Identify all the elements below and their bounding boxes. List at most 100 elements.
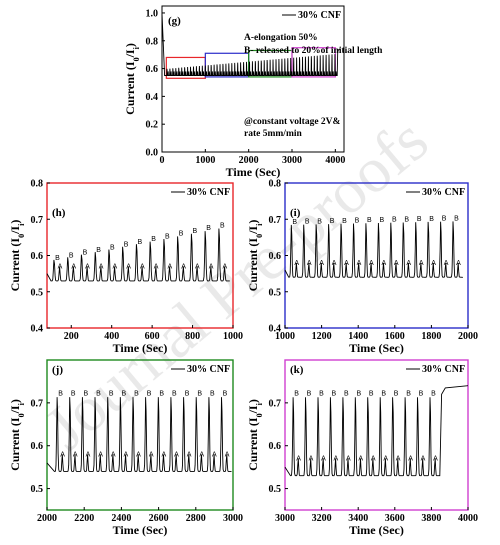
x-tick-label: 1400	[348, 331, 368, 342]
peak-marker-a: A	[357, 260, 362, 267]
peak-marker-b: B	[58, 390, 63, 397]
peak-marker-a: A	[296, 456, 301, 463]
peak-marker-a: A	[187, 451, 192, 458]
x-tick-label: 2000	[37, 513, 57, 524]
peak-marker-b: B	[138, 239, 143, 246]
peak-marker-b: B	[83, 250, 88, 257]
peak-marker-a: A	[60, 451, 65, 458]
peak-marker-b: B	[344, 390, 349, 397]
peak-marker-b: B	[165, 233, 170, 240]
peak-marker-a: A	[307, 260, 312, 267]
x-tick-label: 4000	[325, 155, 345, 166]
peak-marker-a: A	[140, 263, 145, 270]
peak-marker-b: B	[381, 390, 386, 397]
peak-marker-a: A	[383, 456, 388, 463]
peak-marker-a: A	[195, 263, 200, 270]
peak-marker-b: B	[404, 216, 409, 223]
x-tick-label: 3000	[223, 513, 243, 524]
x-tick-label: 1600	[385, 331, 405, 342]
y-tick-label: 0.6	[269, 441, 282, 452]
y-tick-label: 0.5	[269, 287, 282, 298]
x-tick-label: 400	[104, 331, 119, 342]
x-tick-label: 2400	[111, 513, 131, 524]
peak-marker-b: B	[69, 252, 74, 259]
y-tick-label: 0.5	[31, 287, 44, 298]
chart-panel-j: 2000 2200 2400 2600 2800 3000 0.5 0.6 0.7 Time (S…	[8, 359, 243, 537]
peak-marker-b: B	[367, 217, 372, 224]
peak-marker-b: B	[429, 216, 434, 223]
panel-label: (k)	[290, 364, 304, 376]
peak-marker-b: B	[121, 390, 126, 397]
peak-marker-b: B	[332, 390, 337, 397]
y-tick-label: 0.0	[146, 148, 159, 159]
peak-marker-b: B	[294, 390, 299, 397]
peak-marker-a: A	[444, 260, 449, 267]
peak-marker-b: B	[151, 236, 156, 243]
peak-marker-a: A	[371, 456, 376, 463]
peak-marker-a: A	[223, 263, 228, 270]
peak-marker-b: B	[442, 216, 447, 223]
y-axis-label: Current (I0/Ii)	[8, 399, 26, 471]
peak-marker-b: B	[147, 390, 152, 397]
x-tick-label: 0	[160, 155, 165, 166]
annotation-b: B- released to 20%of initial length	[244, 46, 383, 56]
peak-marker-b: B	[109, 390, 114, 397]
y-tick-label: 0.4	[146, 92, 159, 103]
y-tick-label: 1.0	[146, 8, 159, 19]
x-tick-label: 2200	[74, 513, 94, 524]
y-tick-label: 0.5	[269, 484, 282, 495]
x-tick-label: 2000	[239, 155, 259, 166]
peak-marker-a: A	[344, 260, 349, 267]
peak-marker-a: A	[124, 451, 129, 458]
peak-marker-b: B	[454, 215, 459, 222]
peak-marker-a: A	[456, 260, 461, 267]
chart-panel-h: 200 400 600 800 1000 0.4 0.5 0.6 0.7 0.8 Time (Sec…	[8, 179, 243, 356]
y-tick-label: 0.5	[31, 484, 44, 495]
y-tick-label: 0.7	[31, 398, 44, 409]
y-tick-label: 0.7	[269, 398, 282, 409]
peak-marker-a: A	[181, 263, 186, 270]
x-tick-label: 3200	[312, 513, 332, 524]
y-tick-label: 0.8	[31, 179, 44, 190]
peak-marker-a: A	[111, 451, 116, 458]
peak-marker-b: B	[134, 390, 139, 397]
watermark: Journal Pre-proofs	[32, 104, 441, 463]
plot-frame	[46, 359, 234, 511]
y-tick-label: 0.7	[269, 215, 282, 226]
x-tick-label: 3600	[385, 513, 405, 524]
peak-marker-a: A	[332, 260, 337, 267]
x-tick-label: 2600	[149, 513, 169, 524]
peak-marker-a: A	[149, 451, 154, 458]
peak-marker-a: A	[71, 263, 76, 270]
x-tick-label: 4000	[458, 513, 478, 524]
peak-marker-a: A	[433, 456, 438, 463]
peak-marker-b: B	[307, 390, 312, 397]
legend-label: 30% CNF	[422, 364, 465, 375]
y-tick-label: 0.6	[31, 251, 44, 262]
peak-marker-a: A	[419, 260, 424, 267]
peak-marker-b: B	[305, 219, 310, 226]
x-tick-label: 1200	[312, 331, 332, 342]
peak-marker-a: A	[396, 456, 401, 463]
peak-marker-a: A	[369, 260, 374, 267]
peak-marker-b: B	[172, 390, 177, 397]
peak-marker-a: A	[85, 263, 90, 270]
peak-marker-a: A	[86, 451, 91, 458]
peak-marker-b: B	[417, 216, 422, 223]
annotation-a: A-elongation 50%	[244, 33, 318, 43]
peak-marker-a: A	[294, 260, 299, 267]
y-tick-label: 0.6	[146, 64, 159, 75]
x-axis-label: Time (Sec)	[349, 341, 404, 355]
x-tick-label: 3400	[348, 513, 368, 524]
x-tick-label: 3800	[421, 513, 441, 524]
peak-marker-b: B	[197, 390, 202, 397]
y-axis-label: Current (I0/Ii)	[123, 43, 141, 115]
peak-marker-a: A	[394, 260, 399, 267]
peak-marker-b: B	[71, 390, 76, 397]
panel-label: (j)	[52, 364, 63, 376]
peak-marker-b: B	[124, 242, 129, 249]
peak-marker-b: B	[55, 255, 60, 262]
x-tick-label: 1000	[223, 331, 243, 342]
x-tick-label: 200	[64, 331, 79, 342]
